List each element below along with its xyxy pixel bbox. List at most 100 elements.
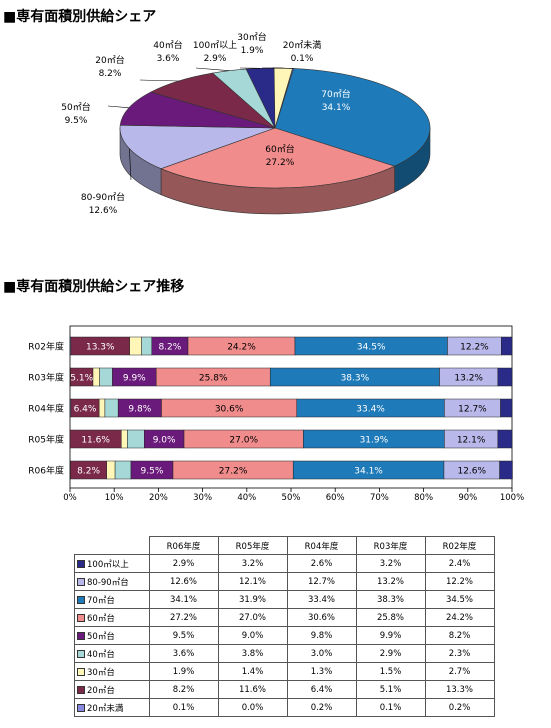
x-tick-label: 50% xyxy=(282,493,301,503)
bar-label-80-90m2: 13.2% xyxy=(454,374,483,384)
bar-label-20m2: 5.1% xyxy=(70,374,93,384)
table-cell: 13.3% xyxy=(424,680,495,699)
bar-label-70m2: 31.9% xyxy=(360,436,389,446)
table-cell: 27.2% xyxy=(148,608,219,627)
x-tick-label: 10% xyxy=(105,493,124,503)
bar-label-80-90m2: 12.6% xyxy=(457,467,486,477)
legend-swatch xyxy=(77,650,85,658)
pie-value-20m2: 8.2% xyxy=(99,69,122,79)
table-cell: 34.1% xyxy=(148,590,219,609)
table-cell: 2.3% xyxy=(424,644,495,663)
table-cell: 0.1% xyxy=(355,698,426,717)
bar-label-80-90m2: 12.7% xyxy=(458,405,487,415)
bar-label-50m2: 9.8% xyxy=(128,405,151,415)
pie-value-80-90m2: 12.6% xyxy=(89,206,118,216)
legend-swatch xyxy=(77,704,85,712)
pie-chart: 70㎡台 34.1% 60㎡台 27.2% 80-90㎡台 12.6% 50㎡台 9.5% 20… xyxy=(61,31,431,216)
table-cell: 3.8% xyxy=(217,644,288,663)
bar-seg-100m2plus xyxy=(500,398,513,418)
table-cell: 1.3% xyxy=(286,662,357,681)
pie-label-40m2: 40㎡台 xyxy=(153,39,182,51)
bar-seg-100m2plus xyxy=(499,460,513,480)
x-tick-label: 80% xyxy=(414,493,433,503)
table-cell: 3.2% xyxy=(217,554,288,573)
table-row-label: 20㎡台 xyxy=(74,680,150,699)
legend-swatch xyxy=(77,596,85,604)
table-cell: 2.9% xyxy=(355,644,426,663)
table-column-header: R03年度 xyxy=(355,536,426,555)
y-tick-label: R06年度 xyxy=(28,465,64,477)
y-tick-label: R04年度 xyxy=(28,403,64,415)
bar-label-80-90m2: 12.2% xyxy=(460,343,489,353)
leader-line-40m2 xyxy=(195,67,230,71)
table-header-row: R06年度 R05年度 R04年度 R03年度 R02年度 xyxy=(75,536,495,555)
table-row: 20㎡台 8.2% 11.6% 6.4% 5.1% 13.3% xyxy=(74,680,495,699)
table-column-header: R04年度 xyxy=(286,536,357,555)
bar-seg-100m2plus xyxy=(501,336,513,356)
table-row-label: 60㎡台 xyxy=(74,608,150,627)
table-cell: 1.9% xyxy=(148,662,219,681)
legend-swatch xyxy=(77,560,85,568)
leader-line-50m2 xyxy=(107,105,130,109)
table-cell: 25.8% xyxy=(355,608,426,627)
table-cell: 3.0% xyxy=(286,644,357,663)
bar-label-70m2: 33.4% xyxy=(356,405,385,415)
table-row-label: 20㎡未満 xyxy=(74,698,150,717)
table-cell: 12.1% xyxy=(217,572,288,591)
bar-seg-40m2 xyxy=(141,336,153,356)
table-cell: 27.0% xyxy=(217,608,288,627)
bar-seg-30m2 xyxy=(121,429,128,449)
pie-label-60m2: 60㎡台 xyxy=(265,143,294,155)
bar-seg-40m2 xyxy=(127,429,145,449)
bar-label-60m2: 25.8% xyxy=(199,374,228,384)
y-tick-label: R02年度 xyxy=(28,341,64,353)
legend-swatch xyxy=(77,686,85,694)
legend-swatch xyxy=(77,578,85,586)
x-tick-label: 30% xyxy=(193,493,212,503)
y-tick-label: R03年度 xyxy=(28,372,64,384)
table-cell: 2.6% xyxy=(286,554,357,573)
table-row-label: 30㎡台 xyxy=(74,662,150,681)
pie-chart-title: ■専有面積別供給シェア xyxy=(3,9,157,25)
table-row: 50㎡台 9.5% 9.0% 9.8% 9.9% 8.2% xyxy=(74,626,495,645)
table-column-header: R06年度 xyxy=(148,536,219,555)
table-cell: 9.5% xyxy=(148,626,219,645)
bar-label-50m2: 9.9% xyxy=(123,374,146,384)
table-cell: 2.4% xyxy=(424,554,495,573)
table-cell: 12.6% xyxy=(148,572,219,591)
x-tick-label: 70% xyxy=(370,493,389,503)
bar-seg-100m2plus xyxy=(497,429,513,449)
table-cell: 12.2% xyxy=(424,572,495,591)
pie-label-100m2plus: 100㎡以上 xyxy=(193,40,237,51)
pie-label-20m2: 20㎡台 xyxy=(95,54,124,66)
table-cell: 2.9% xyxy=(148,554,219,573)
table-row: 30㎡台 1.9% 1.4% 1.3% 1.5% 2.7% xyxy=(74,662,495,681)
pie-value-20m2under: 0.1% xyxy=(291,54,314,64)
table-cell: 0.0% xyxy=(217,698,288,717)
table-cell: 0.1% xyxy=(148,698,219,717)
bar-label-70m2: 38.3% xyxy=(341,374,370,384)
pie-value-40m2: 3.6% xyxy=(157,54,180,64)
bar-label-70m2: 34.1% xyxy=(354,467,383,477)
x-tick-label: 100% xyxy=(500,493,524,503)
data-table: R06年度 R05年度 R04年度 R03年度 R02年度 100㎡以上 2.9% 3.2%… xyxy=(74,536,495,717)
table-cell: 33.4% xyxy=(286,590,357,609)
bar-label-60m2: 27.2% xyxy=(219,467,248,477)
table-row-label: 40㎡台 xyxy=(74,644,150,663)
x-tick-label: 40% xyxy=(237,493,256,503)
x-tick-label: 0% xyxy=(63,493,77,503)
pie-label-70m2: 70㎡台 xyxy=(321,88,350,100)
bar-label-20m2: 8.2% xyxy=(77,467,100,477)
bar-seg-40m2 xyxy=(104,398,119,418)
pie-label-30m2: 30㎡台 xyxy=(237,31,266,43)
table-cell: 3.6% xyxy=(148,644,219,663)
table-row-label: 70㎡台 xyxy=(74,590,150,609)
table-row-label: 100㎡以上 xyxy=(74,554,150,573)
pie-slice-70m2 xyxy=(274,68,431,167)
table-column-header: R02年度 xyxy=(424,536,495,555)
pie-value-30m2: 1.9% xyxy=(241,46,264,56)
table-row: 80-90㎡台 12.6% 12.1% 12.7% 13.2% 12.2% xyxy=(74,572,495,591)
table-cell: 13.2% xyxy=(355,572,426,591)
table-row: 20㎡未満 0.1% 0.0% 0.2% 0.1% 0.2% xyxy=(74,698,495,717)
legend-swatch xyxy=(77,668,85,676)
